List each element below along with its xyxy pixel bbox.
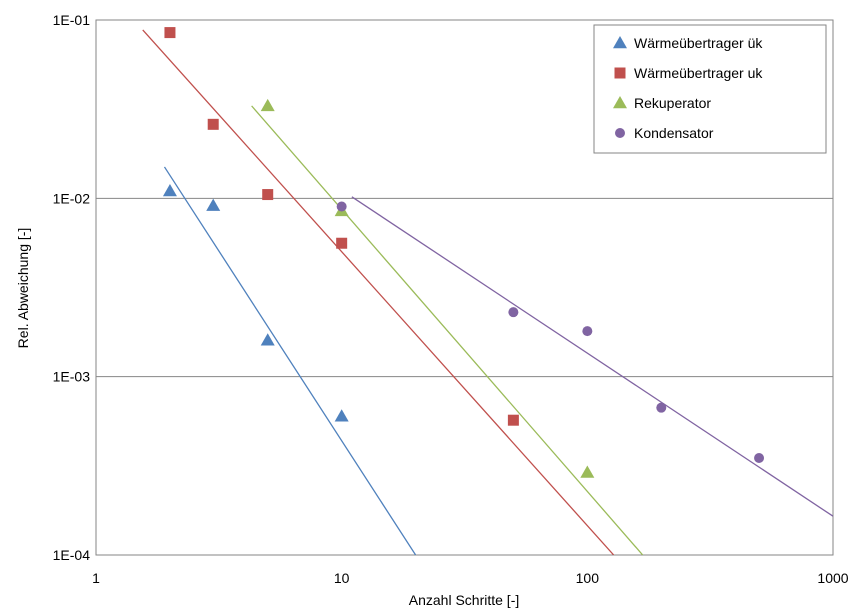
data-point-series-1 <box>162 183 177 197</box>
data-point-series-4 <box>754 452 765 463</box>
y-tick-label: 1E-03 <box>53 369 91 385</box>
y-tick-label: 1E-01 <box>53 12 91 28</box>
data-point-series-1 <box>206 198 221 211</box>
trendline-series-3 <box>251 105 644 555</box>
data-point-series-2 <box>207 118 219 130</box>
data-point-series-1 <box>334 409 349 422</box>
data-point-series-3 <box>580 465 595 478</box>
y-tick-label: 1E-02 <box>53 190 91 206</box>
data-point-series-2 <box>507 414 519 426</box>
legend-label: Wärmeübertrager uk <box>634 65 763 81</box>
legend-label: Rekuperator <box>634 95 711 111</box>
x-tick-label: 1000 <box>817 570 848 586</box>
x-axis-label: Anzahl Schritte [-] <box>409 592 520 608</box>
legend: Wärmeübertrager ük Wärmeübertrager uk Reku… <box>593 24 827 154</box>
y-tick-label: 1E-04 <box>53 547 91 563</box>
data-point-series-4 <box>582 326 593 337</box>
data-point-series-3 <box>260 98 275 112</box>
data-point-series-4 <box>508 307 519 318</box>
legend-marker <box>613 96 627 109</box>
data-point-series-4 <box>656 402 667 413</box>
y-axis-label: Rel. Abweichung [-] <box>15 228 31 349</box>
x-tick-label: 10 <box>334 570 350 586</box>
data-point-series-2 <box>336 237 348 249</box>
data-point-series-2 <box>262 189 274 201</box>
grid <box>96 197 833 378</box>
trendline-series-1 <box>163 166 417 555</box>
trendlines <box>142 29 833 555</box>
legend-marker <box>615 128 625 138</box>
legend-label: Kondensator <box>634 125 714 141</box>
data-point-series-1 <box>260 333 275 346</box>
data-point-series-2 <box>164 27 176 39</box>
trendline-series-4 <box>351 196 833 517</box>
legend-marker <box>614 67 626 79</box>
x-tick-label: 1 <box>92 570 100 586</box>
tick-labels: 1E-04 1E-03 1E-02 1E-01 1 10 100 1000 <box>53 12 849 586</box>
legend-label: Wärmeübertrager ük <box>634 35 763 51</box>
data-point-series-4 <box>336 201 347 212</box>
x-tick-label: 100 <box>576 570 600 586</box>
trendline-series-2 <box>142 29 615 555</box>
legend-marker <box>613 36 627 49</box>
data-markers <box>162 27 765 478</box>
legend-box <box>593 24 827 154</box>
